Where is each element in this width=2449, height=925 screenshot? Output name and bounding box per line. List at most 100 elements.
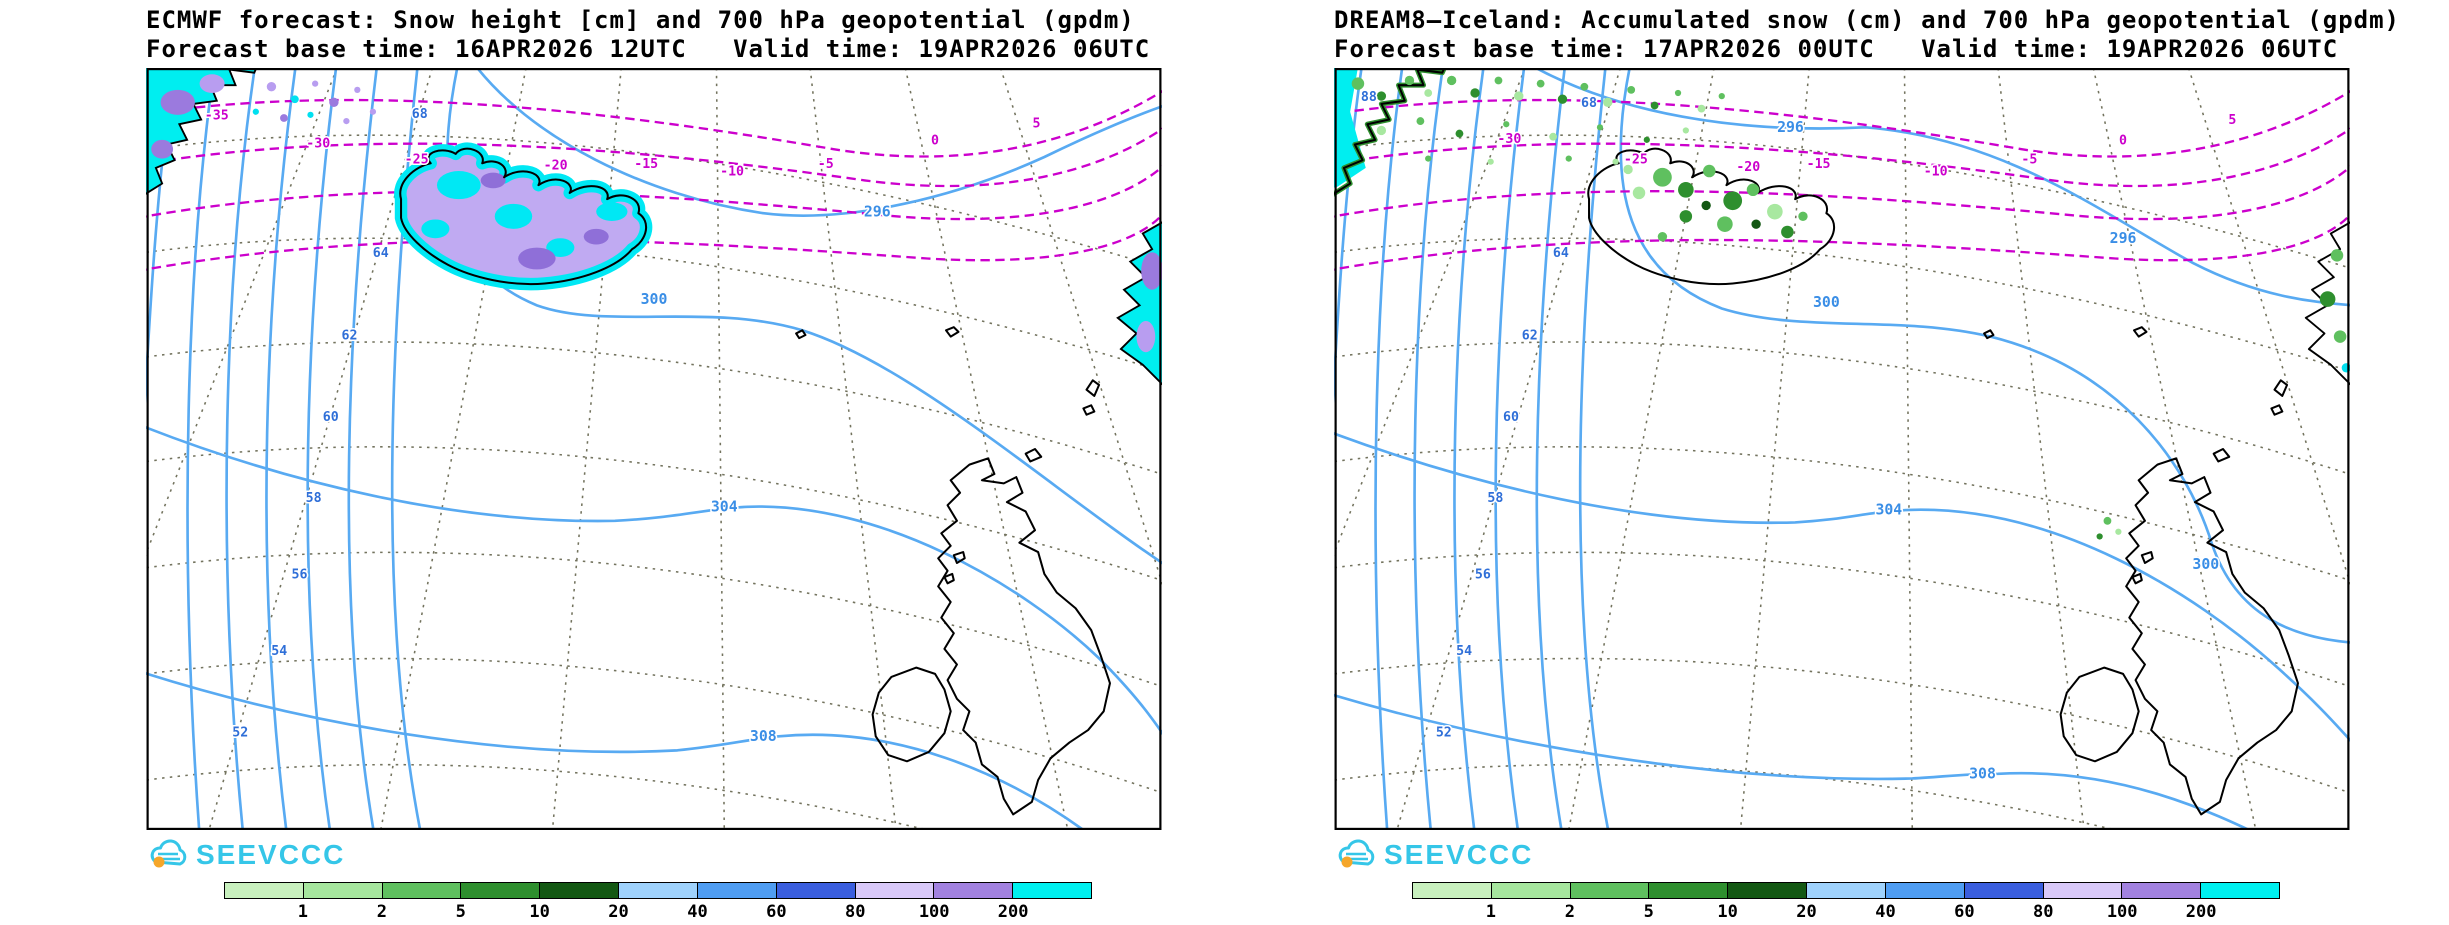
legend-tick-label: 5 — [455, 902, 466, 922]
greenland-coast — [1334, 68, 1448, 197]
latitude-label: 68 — [412, 107, 428, 122]
geopotential-label: 308 — [1969, 765, 1996, 782]
legend-color-cell — [1964, 883, 2044, 898]
geopotential-label: 304 — [1875, 502, 1902, 519]
seevccc-logo: SEEVCCC — [1334, 836, 2364, 874]
legend-color-cell — [461, 883, 541, 898]
temperature-label: 0 — [931, 134, 939, 149]
temperature-label: -15 — [634, 157, 658, 172]
latitude-label: 62 — [1522, 329, 1538, 344]
legend-color-cell — [2122, 883, 2202, 898]
legend-tick-label: 200 — [2185, 902, 2217, 922]
legend-tick-label: 2 — [1564, 902, 1575, 922]
geopotential-labels: 296 300 304 308 — [639, 202, 892, 747]
map-area-ecmwf: 296 300 304 308 -35 -30 -25 -20 -15 -10 … — [146, 68, 1162, 830]
latitude-label: 62 — [342, 329, 358, 344]
latitude-label: 54 — [271, 644, 287, 659]
legend-tick-label: 10 — [529, 902, 550, 922]
seevccc-logo-text: SEEVCCC — [196, 839, 346, 870]
legend-tick-label: 100 — [918, 902, 950, 922]
snow-accumulation-patches — [1612, 158, 1808, 242]
latitude-labels: 88 68 64 62 60 58 56 54 52 — [1359, 88, 1598, 742]
legend-color-cell — [1413, 883, 1492, 898]
latitude-label: 58 — [1487, 491, 1503, 506]
geopotential-labels: 296 300 304 308 300 296 — [1776, 117, 2221, 784]
legend-color-cell — [855, 883, 935, 898]
map-border — [1334, 68, 2350, 830]
legend-tick-label: 1 — [297, 902, 309, 922]
legend-color-cell — [1649, 883, 1729, 898]
geopotential-label: 300 — [641, 291, 668, 308]
legend-color-cell — [540, 883, 620, 898]
norway-coast — [2304, 221, 2350, 386]
weather-map-ecmwf: 296 300 304 308 -35 -30 -25 -20 -15 -10 … — [146, 68, 1162, 830]
legend-color-cell — [776, 883, 856, 898]
snow-speckles — [252, 80, 377, 125]
legend-tick-label: 40 — [1875, 902, 1896, 922]
legend-color-cell — [225, 883, 304, 898]
legend-tick-label: 60 — [766, 902, 787, 922]
legend-color-cell — [1807, 883, 1886, 898]
legend-color-cell — [1013, 883, 1091, 898]
legend-tick-label: 20 — [1796, 902, 1817, 922]
legend-color-cell — [1728, 883, 1808, 898]
legend-color-cell — [2201, 883, 2279, 898]
map-title-line1: DREAM8–Iceland: Accumulated snow (cm) an… — [1334, 6, 2400, 34]
british-isles-coast — [1983, 326, 2299, 816]
geopotential-label: 308 — [750, 728, 777, 745]
british-isles-coast — [795, 326, 1111, 816]
legend-tick-label: 10 — [1717, 902, 1738, 922]
legend-color-cell — [1570, 883, 1650, 898]
latitude-label: 52 — [232, 725, 248, 740]
map-title-line2: Forecast base time: 16APR2026 12UTC Vali… — [146, 35, 1151, 63]
legend-color-cell — [1491, 883, 1571, 898]
geopotential-label: 304 — [711, 498, 738, 515]
temperature-label: -25 — [405, 152, 429, 167]
map-border — [146, 68, 1162, 830]
geopotential-label: 300 — [2192, 556, 2219, 573]
legend-tick-label: 2 — [376, 902, 387, 922]
temperature-label: -10 — [720, 165, 744, 180]
temperature-labels: -30 -25 -20 -15 -10 -5 0 5 — [1496, 112, 2238, 182]
temperature-label: -30 — [306, 137, 330, 152]
latitude-label: 60 — [1503, 410, 1519, 425]
legend-tick-label: 40 — [687, 902, 708, 922]
geopotential-label: 296 — [864, 203, 891, 220]
temperature-label: -10 — [1924, 165, 1948, 180]
legend-tick-label: 80 — [845, 902, 866, 922]
legend-tick-label: 80 — [2033, 902, 2054, 922]
temperature-contours — [1334, 90, 2350, 271]
temperature-labels: -35 -30 -25 -20 -15 -10 -5 0 5 — [203, 107, 1042, 181]
legend-tick-label: 100 — [2106, 902, 2138, 922]
map-title-line2: Forecast base time: 17APR2026 00UTC Vali… — [1334, 35, 2339, 63]
seevccc-cloud-icon — [1338, 839, 1375, 868]
greenland-coast — [146, 68, 258, 195]
iceland — [1587, 147, 1836, 286]
latitude-label: 64 — [1553, 246, 1569, 261]
legend-tick-label: 20 — [608, 902, 629, 922]
geopotential-label: 296 — [1777, 119, 1804, 136]
latitude-label: 56 — [292, 568, 308, 583]
temperature-label: -5 — [818, 157, 834, 172]
scotland-snow-dots — [2096, 516, 2122, 540]
temperature-label: -20 — [544, 158, 568, 173]
latitude-label: 56 — [1475, 568, 1491, 583]
legend-color-cell — [619, 883, 698, 898]
forecast-panel-ecmwf: ECMWF forecast: Snow height [cm] and 700… — [146, 6, 1176, 923]
temperature-label: -15 — [1807, 157, 1831, 172]
latitude-label: 52 — [1436, 725, 1452, 740]
forecast-panel-dream8: DREAM8–Iceland: Accumulated snow (cm) an… — [1334, 6, 2400, 923]
legend-tick-label: 200 — [997, 902, 1029, 922]
iceland — [394, 142, 653, 291]
legend-color-cell — [382, 883, 462, 898]
map-title-line1: ECMWF forecast: Snow height [cm] and 700… — [146, 6, 1135, 34]
latitude-label: 88 — [1361, 90, 1377, 105]
latitude-label: 64 — [373, 246, 389, 261]
geopotential-label: 300 — [1813, 294, 1840, 311]
temperature-label: -25 — [1624, 152, 1648, 167]
legend-color-cell — [303, 883, 383, 898]
graticule-grid — [146, 68, 1162, 830]
latitude-label: 54 — [1456, 644, 1472, 659]
legend-color-cell — [1885, 883, 1965, 898]
temperature-contours — [146, 90, 1162, 271]
